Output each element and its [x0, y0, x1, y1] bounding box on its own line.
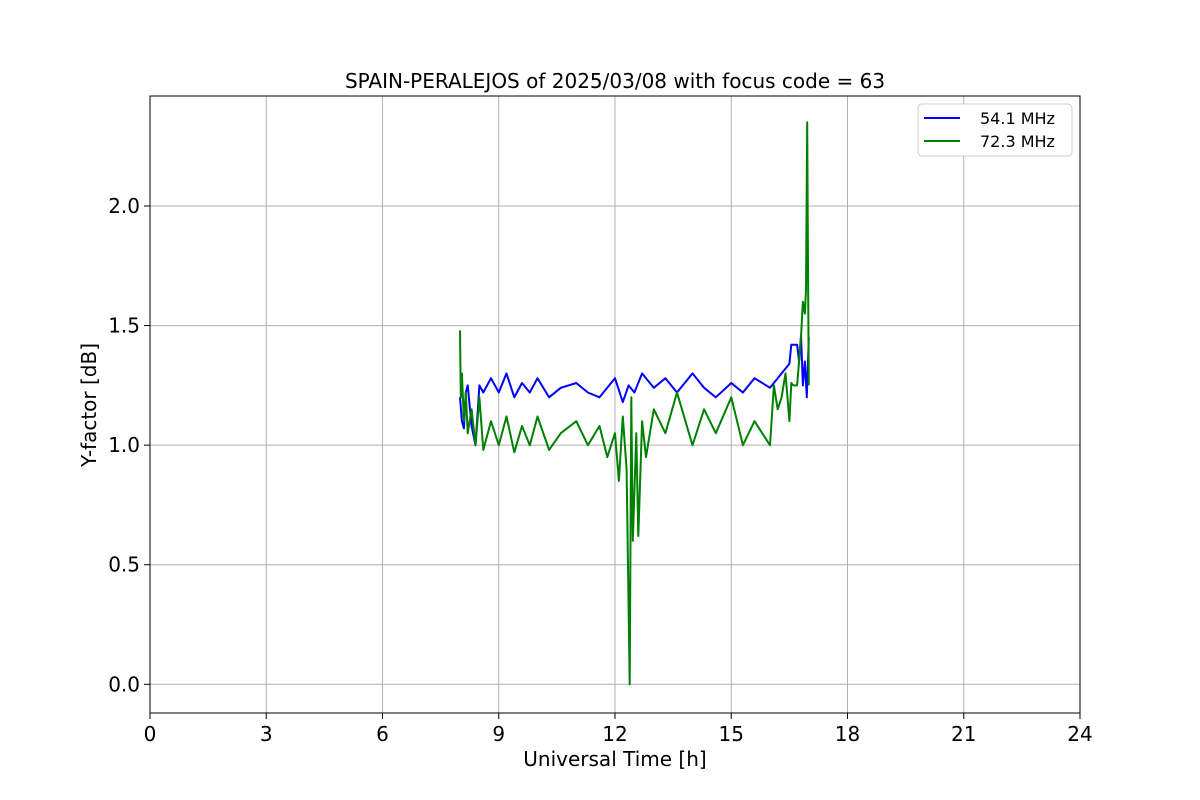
- x-tick-label: 0: [144, 722, 157, 746]
- x-tick-label: 9: [492, 722, 505, 746]
- y-tick-label: 0.5: [108, 553, 140, 577]
- y-axis-label: Y-factor [dB]: [77, 343, 101, 468]
- x-tick-label: 18: [835, 722, 860, 746]
- legend: 54.1 MHz 72.3 MHz: [917, 103, 1073, 157]
- x-tick-label: 24: [1067, 722, 1092, 746]
- y-tick-label: 2.0: [108, 194, 140, 218]
- series-line-72-3-mhz: [459, 121, 810, 686]
- series-layer: [459, 121, 810, 686]
- legend-label-54-1-mhz: 54.1 MHz: [980, 109, 1055, 128]
- x-tick-label: 21: [951, 722, 976, 746]
- axis-ticks: 0 3 6 9 12 15 18 21 24 0.0 0.5 1.0 1.5 2.0: [108, 194, 1093, 746]
- y-tick-label: 0.0: [108, 672, 140, 696]
- y-tick-label: 1.5: [108, 314, 140, 338]
- x-tick-label: 6: [376, 722, 389, 746]
- x-tick-label: 12: [602, 722, 627, 746]
- series-line-54-1-mhz: [459, 334, 810, 447]
- x-tick-label: 15: [719, 722, 744, 746]
- x-tick-label: 3: [260, 722, 273, 746]
- chart-title: SPAIN-PERALEJOS of 2025/03/08 with focus…: [345, 69, 885, 93]
- x-axis-label: Universal Time [h]: [523, 747, 706, 771]
- legend-label-72-3-mhz: 72.3 MHz: [980, 132, 1055, 151]
- y-tick-label: 1.0: [108, 433, 140, 457]
